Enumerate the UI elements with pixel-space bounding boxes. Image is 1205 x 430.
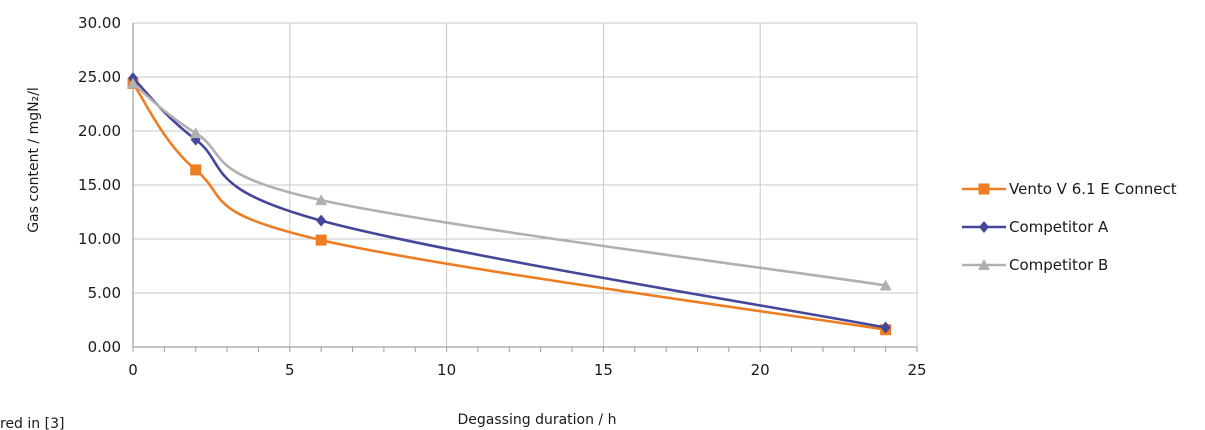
y-tick-label: 10.00	[78, 230, 121, 248]
x-tick-label: 5	[285, 361, 295, 379]
legend-label: Vento V 6.1 E Connect	[1009, 180, 1177, 198]
y-tick-label: 0.00	[88, 338, 121, 356]
legend-swatch-marker	[978, 259, 990, 270]
data-point	[316, 214, 327, 227]
grid-lines	[133, 22, 918, 347]
x-tick-label: 15	[594, 361, 613, 379]
legend-item: Competitor B	[962, 256, 1108, 274]
y-tick-label: 25.00	[78, 68, 121, 86]
series-3	[127, 77, 892, 291]
legend-label: Competitor A	[1009, 218, 1109, 236]
y-axis-title: Gas content / mgN₂/l	[26, 87, 42, 233]
data-point	[127, 77, 139, 89]
y-tick-label: 15.00	[78, 176, 121, 194]
axes	[132, 23, 918, 352]
x-tick-label: 25	[907, 361, 926, 379]
legend-swatch-marker	[979, 221, 989, 233]
series-layer	[127, 72, 892, 336]
data-point	[879, 279, 892, 291]
y-tick-labels: 0.00 5.00 10.00 15.00 20.00 25.00 30.00	[78, 14, 121, 356]
data-point	[315, 234, 327, 246]
series-1	[127, 77, 892, 336]
data-point	[190, 164, 202, 176]
data-point	[880, 321, 891, 334]
x-tick-labels: 0 5 10 15 20 25	[128, 361, 926, 379]
footnote: red in [3]	[0, 416, 64, 430]
series-2	[128, 72, 891, 334]
x-tick-label: 0	[128, 361, 138, 379]
y-tick-label: 20.00	[78, 122, 121, 140]
data-point	[315, 194, 328, 206]
x-tick-label: 10	[437, 361, 456, 379]
legend-label: Competitor B	[1009, 256, 1108, 274]
legend-item: Competitor A	[962, 218, 1109, 236]
y-tick-label: 5.00	[88, 284, 121, 302]
x-tick-label: 20	[751, 361, 770, 379]
y-tick-label: 30.00	[78, 14, 121, 32]
data-point	[189, 127, 202, 139]
legend-item: Vento V 6.1 E Connect	[962, 180, 1177, 198]
series-line	[131, 82, 886, 332]
series-line	[132, 82, 886, 287]
legend-swatch-marker	[978, 183, 990, 195]
series-line	[132, 77, 886, 329]
legend: Vento V 6.1 E Connect Competitor A Competi…	[962, 180, 1177, 274]
x-axis-title: Degassing duration / h	[458, 412, 617, 428]
